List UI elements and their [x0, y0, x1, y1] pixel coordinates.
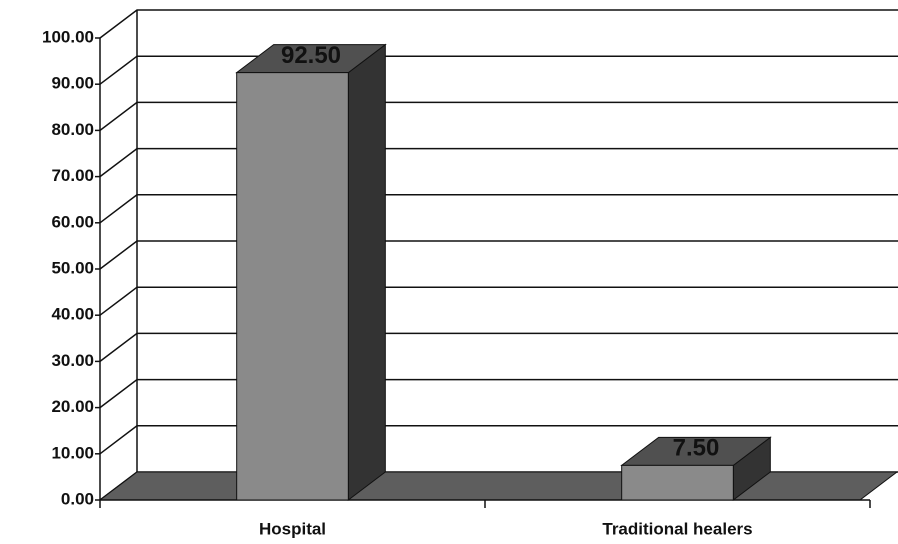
bar-side — [347, 43, 386, 502]
grid-line — [99, 55, 898, 85]
y-tick-label: 80.00 — [51, 120, 94, 139]
grid-line — [99, 240, 898, 270]
y-tick-label: 10.00 — [51, 443, 94, 462]
grid-line — [99, 332, 898, 362]
y-tick-label: 50.00 — [51, 258, 94, 277]
value-label: 7.50 — [673, 435, 720, 462]
bar-front — [621, 464, 734, 501]
grid-line — [99, 425, 898, 455]
y-tick-label: 70.00 — [51, 166, 94, 185]
y-tick-label: 40.00 — [51, 305, 94, 324]
y-tick-label: 90.00 — [51, 74, 94, 93]
grid-line — [99, 147, 898, 178]
x-tick-label: Hospital — [259, 519, 326, 538]
y-tick-label: 0.00 — [61, 489, 94, 508]
x-tick-label: Traditional healers — [602, 519, 752, 538]
y-tick-label: 30.00 — [51, 351, 94, 370]
bar — [235, 43, 387, 502]
grid-line — [99, 9, 898, 39]
grid-line — [99, 194, 898, 224]
y-tick-label: 100.00 — [42, 27, 94, 46]
grid-line — [99, 101, 898, 131]
bar-front — [236, 72, 349, 501]
y-tick-label: 60.00 — [51, 212, 94, 231]
grid-line — [99, 378, 898, 409]
floor — [98, 471, 898, 501]
value-label: 92.50 — [281, 42, 341, 69]
bar — [620, 436, 772, 502]
y-tick-label: 20.00 — [51, 397, 94, 416]
grid-line — [99, 286, 898, 316]
